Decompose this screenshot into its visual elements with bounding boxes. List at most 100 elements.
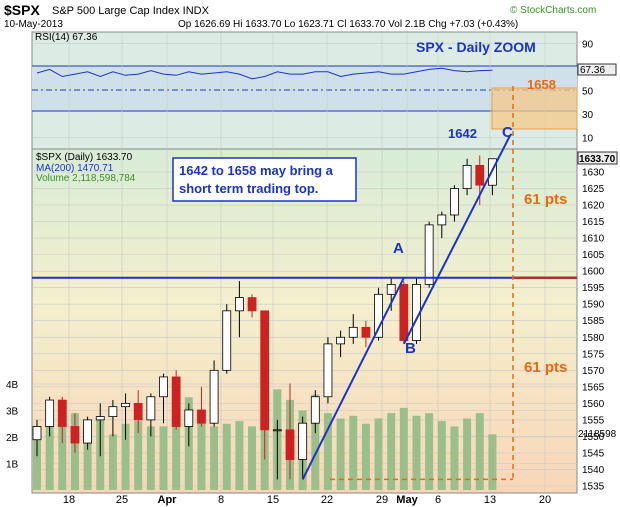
price-tick-label: 1615	[582, 217, 605, 228]
price-tick-label: 1625	[582, 184, 605, 195]
note-line-2: short term trading top.	[179, 181, 318, 196]
rsi-tick-label: 30	[582, 110, 594, 121]
volume-tick-label: 1B	[6, 460, 19, 471]
volume-bar	[108, 434, 117, 490]
candle-body	[399, 283, 409, 341]
volume-tick-label: 2B	[6, 433, 19, 444]
candle-body	[348, 326, 358, 338]
price-value-text: 1633.70	[579, 154, 616, 165]
price-tick-label: 1555	[582, 415, 605, 426]
price-tick-label: 1630	[582, 168, 605, 179]
volume-bar	[235, 421, 244, 490]
price-tick-label: 1550	[582, 432, 605, 443]
candle-body	[95, 416, 105, 421]
volume-bar	[121, 423, 130, 490]
volume-legend: Volume 2,118,598,784	[36, 173, 136, 184]
volume-bar	[488, 434, 497, 490]
rsi-legend: RSI(14) 67.36	[35, 32, 98, 43]
candle-body	[386, 283, 396, 295]
candle-body	[462, 164, 472, 189]
trendline-a	[301, 277, 405, 480]
index-name: S&P 500 Large Cap Index INDX	[52, 5, 210, 17]
volume-bar	[197, 421, 206, 490]
volume-bar	[146, 426, 155, 490]
volume-bar	[159, 426, 168, 490]
candle-body	[374, 293, 383, 338]
rsi-tick-label: 50	[582, 87, 594, 98]
volume-bar	[450, 426, 459, 490]
label-61-lower: 61 pts	[524, 359, 567, 376]
price-tick-label: 1560	[582, 399, 605, 410]
label-b: B	[405, 340, 416, 357]
symbol-label: $SPX	[4, 2, 40, 18]
volume-bar	[387, 413, 396, 490]
price-tick-label: 1595	[582, 283, 605, 294]
candle-body	[57, 399, 67, 427]
price-tick-label: 1545	[582, 448, 605, 459]
ma-legend: MA(200) 1470.71	[36, 163, 114, 174]
candle-body	[83, 419, 92, 444]
price-legend: $SPX (Daily) 1633.70	[36, 152, 133, 163]
x-tick-label: 13	[484, 494, 496, 506]
candle-body	[171, 376, 181, 427]
volume-bar	[45, 423, 54, 490]
x-tick-label: 29	[376, 494, 388, 506]
ohlc-readout: Op 1626.69 Hi 1633.70 Lo 1623.71 Cl 1633…	[178, 19, 518, 30]
price-tick-label: 1585	[582, 316, 605, 327]
volume-bar	[248, 426, 257, 490]
rsi-tick-label: 90	[582, 40, 594, 51]
candle-body	[298, 422, 308, 460]
x-tick-label: 8	[218, 494, 224, 506]
candle-body	[310, 396, 320, 424]
volume-tick-label: 3B	[6, 407, 19, 418]
candle-body	[209, 369, 219, 424]
candle-body	[184, 409, 194, 427]
candle-body	[272, 429, 282, 432]
x-tick-label: 20	[539, 494, 551, 506]
candle-body	[133, 402, 143, 421]
volume-bar	[475, 413, 484, 490]
volume-bar	[323, 413, 332, 490]
label-a: A	[393, 240, 404, 257]
label-1658: 1658	[527, 77, 556, 92]
candle-body	[285, 429, 295, 460]
price-tick-label: 1580	[582, 333, 605, 344]
x-tick-label: 25	[116, 494, 128, 506]
candle-body	[146, 396, 156, 421]
candle-body	[159, 376, 168, 398]
rsi-value-text: 67.36	[580, 65, 605, 76]
candle-body	[197, 409, 206, 424]
label-1642: 1642	[448, 126, 477, 141]
candle-body	[475, 164, 485, 186]
price-tick-label: 1620	[582, 201, 605, 212]
candle-body	[361, 326, 371, 338]
volume-bar	[311, 394, 320, 490]
volume-bar	[437, 421, 446, 490]
price-tick-label: 1540	[582, 465, 605, 476]
x-tick-label: 22	[321, 494, 333, 506]
x-tick-label: 6	[435, 494, 441, 506]
x-tick-label: May	[396, 494, 418, 506]
volume-bar	[399, 407, 408, 490]
volume-bar	[172, 410, 181, 490]
volume-bar	[463, 418, 472, 490]
volume-bar	[134, 421, 143, 490]
price-tick-label: 1535	[582, 482, 605, 493]
rsi-value-tag	[577, 63, 617, 76]
volume-bar	[336, 418, 345, 490]
price-tick-label: 1600	[582, 267, 605, 278]
x-tick-label: 15	[267, 494, 279, 506]
candle-body	[247, 297, 257, 312]
volume-bar	[58, 410, 67, 490]
target-zone-box	[491, 87, 578, 130]
candle-body	[222, 310, 232, 371]
price-tick-label: 1565	[582, 382, 605, 393]
price-tick-label: 1610	[582, 234, 605, 245]
label-61-upper: 61 pts	[524, 191, 567, 208]
x-tick-label: Apr	[158, 494, 178, 506]
date-label: 10-May-2013	[4, 19, 63, 30]
price-tick-label: 1575	[582, 349, 605, 360]
candle-body	[70, 426, 80, 444]
